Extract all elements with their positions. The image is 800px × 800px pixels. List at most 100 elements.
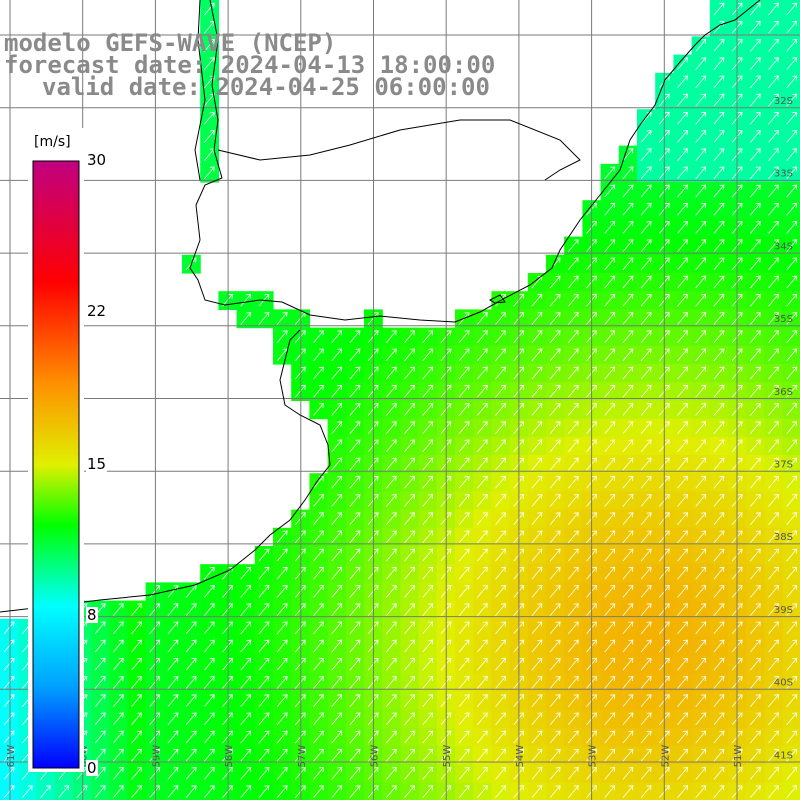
wind-arrow	[786, 239, 798, 252]
wind-speed-cell	[709, 637, 729, 656]
wind-speed-cell	[764, 509, 784, 529]
wind-speed-cell	[691, 764, 711, 784]
wind-arrow	[549, 603, 561, 616]
wind-speed-cell	[418, 418, 438, 438]
wind-arrow	[422, 384, 434, 398]
wind-arrow	[567, 348, 579, 362]
wind-arrow	[349, 330, 361, 343]
wind-arrow	[695, 148, 707, 161]
wind-arrow	[786, 111, 798, 125]
wind-speed-cell	[309, 691, 329, 711]
wind-speed-cell	[691, 509, 711, 529]
wind-arrow	[331, 530, 343, 544]
wind-arrow	[112, 748, 124, 762]
wind-speed-cell	[691, 291, 711, 310]
wind-arrow	[604, 730, 616, 744]
wind-arrow	[313, 548, 324, 562]
wind-speed-cell	[709, 418, 729, 438]
wind-speed-cell	[673, 145, 693, 165]
wind-arrow	[313, 785, 324, 798]
wind-arrow	[422, 548, 434, 562]
wind-speed-cell	[691, 127, 711, 147]
wind-speed-cell	[491, 564, 511, 583]
wind-arrow	[786, 2, 798, 16]
longitude-label: 59W	[151, 745, 162, 768]
wind-speed-cell	[764, 473, 784, 492]
wind-arrow	[749, 75, 761, 89]
wind-arrow	[786, 184, 798, 198]
wind-speed-cell	[345, 582, 365, 602]
wind-speed-cell	[709, 145, 729, 165]
wind-speed-cell	[600, 364, 620, 383]
wind-speed-cell	[254, 691, 274, 711]
wind-arrow	[276, 312, 288, 325]
wind-arrow	[476, 548, 488, 562]
wind-arrow	[331, 585, 343, 598]
wind-arrow	[713, 603, 725, 616]
wind-arrow	[640, 403, 652, 416]
wind-arrow	[531, 748, 543, 762]
wind-speed-cell	[491, 691, 511, 711]
wind-arrow	[458, 585, 470, 598]
wind-arrow	[476, 366, 488, 380]
wind-arrow	[531, 348, 543, 362]
wind-arrow	[185, 657, 197, 671]
wind-speed-cell	[127, 618, 147, 638]
wind-arrow	[713, 439, 725, 453]
wind-speed-cell	[764, 418, 784, 438]
wind-arrow	[531, 457, 543, 471]
wind-speed-cell	[637, 709, 656, 729]
wind-speed-cell	[618, 327, 638, 347]
wind-arrow	[749, 93, 761, 107]
wind-arrow	[476, 712, 488, 726]
wind-speed-cell	[709, 273, 729, 292]
wind-arrow	[677, 57, 688, 70]
wind-speed-cell	[600, 564, 620, 583]
wind-arrow	[458, 712, 470, 726]
wind-arrow	[385, 530, 397, 544]
wind-arrow	[203, 585, 215, 598]
wind-arrow	[458, 657, 470, 671]
wind-arrow	[476, 421, 488, 434]
wind-arrow	[349, 712, 361, 726]
coastline	[0, 0, 761, 613]
wind-arrow	[422, 676, 434, 689]
wind-speed-cell	[600, 218, 620, 238]
wind-speed-cell	[309, 637, 329, 656]
wind-arrow	[695, 202, 707, 216]
wind-arrow	[385, 403, 397, 416]
wind-speed-cell	[691, 91, 711, 110]
colorbar-tick-label: 0	[86, 759, 98, 777]
wind-arrow	[258, 548, 270, 562]
wind-arrow	[749, 694, 761, 707]
wind-arrow	[749, 366, 761, 380]
wind-speed-cell	[546, 546, 565, 565]
wind-speed-cell	[564, 473, 583, 492]
wind-speed-cell	[746, 728, 765, 747]
wind-arrow	[695, 421, 707, 434]
wind-arrow	[622, 657, 634, 671]
wind-speed-cell	[273, 728, 292, 747]
wind-arrow	[422, 694, 434, 707]
wind-arrow	[786, 348, 798, 362]
wind-arrow	[131, 676, 142, 689]
wind-speed-cell	[200, 637, 219, 656]
wind-arrow	[786, 312, 798, 325]
wind-speed-cell	[600, 200, 620, 219]
wind-arrow	[695, 475, 707, 489]
wind-speed-cell	[618, 618, 638, 638]
wind-arrow	[149, 748, 161, 762]
wind-arrow	[677, 694, 688, 707]
wind-speed-cell	[400, 345, 420, 365]
wind-arrow	[385, 694, 397, 707]
wind-arrow	[549, 512, 561, 525]
wind-arrow	[385, 785, 397, 798]
wind-arrow	[695, 275, 707, 289]
wind-speed-cell	[618, 491, 638, 511]
wind-arrow	[749, 603, 761, 616]
wind-arrow	[531, 712, 543, 726]
wind-arrow	[768, 93, 779, 107]
wind-arrow	[3, 748, 15, 762]
wind-arrow	[203, 621, 215, 635]
wind-arrow	[713, 712, 725, 726]
